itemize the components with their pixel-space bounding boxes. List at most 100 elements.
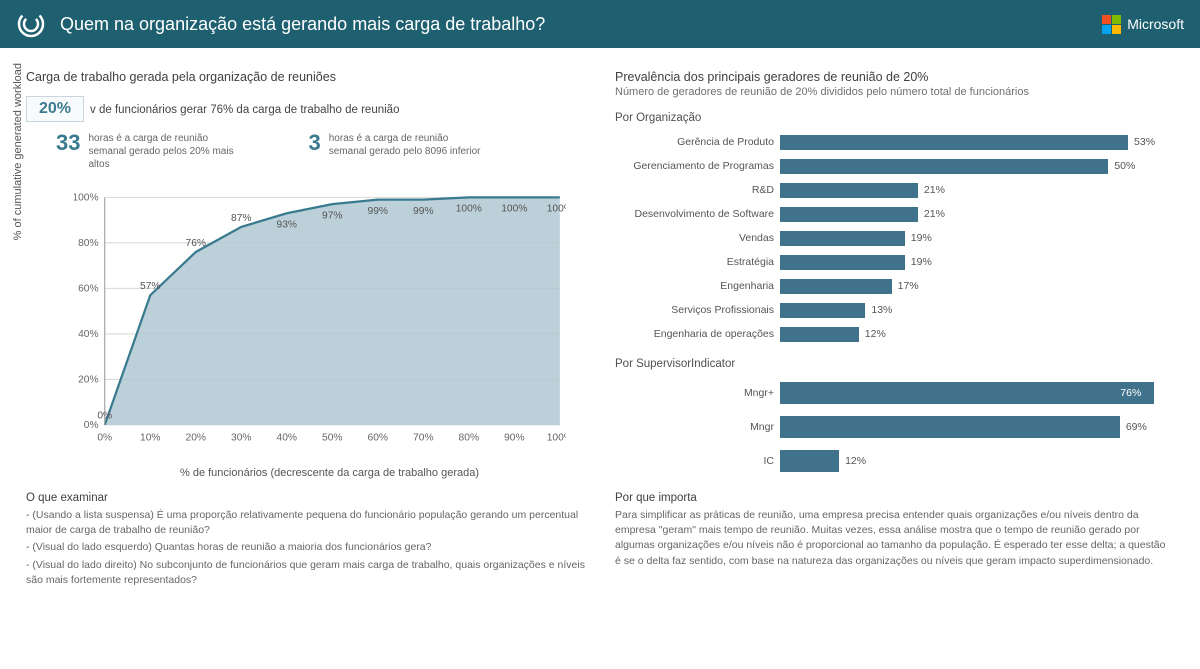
bar-value: 19% [911,255,932,270]
supervisor-chart-title: Por SupervisorIndicator [615,358,1174,370]
svg-text:93%: 93% [277,220,297,231]
bar-label: Serviços Profissionais [615,304,780,316]
bar-label: Mngr [615,421,780,433]
microsoft-logo: Microsoft [1102,15,1184,34]
bar-label: Estratégia [615,256,780,268]
bar-fill [780,231,905,246]
org-bar-chart: Gerência de Produto 53% Gerenciamento de P… [615,132,1174,344]
note-line: - (Visual do lado direito) No subconjunt… [26,558,585,588]
bar-fill [780,159,1108,174]
stat-top20: 33 horas é a carga de reunião semanal ge… [56,132,248,171]
bar-row: R&D21% [615,180,1174,200]
notes-right-title: Por que importa [615,492,1174,504]
bar-fill [780,327,859,342]
bar-value: 12% [845,450,866,472]
svg-text:40%: 40% [277,432,297,443]
bar-label: Gerenciamento de Programas [615,160,780,172]
svg-text:70%: 70% [413,432,433,443]
bar-label: Vendas [615,232,780,244]
left-section-title: Carga de trabalho gerada pela organizaçã… [26,70,585,84]
svg-text:100%: 100% [547,432,566,443]
bar-value: 69% [1126,416,1147,438]
bar-label: Engenharia [615,280,780,292]
bar-row: Mngr+ 76% [615,378,1174,408]
note-line: - (Usando a lista suspensa) É uma propor… [26,508,585,538]
bar-row: Estratégia 19% [615,252,1174,272]
bar-value: 53% [1134,135,1155,150]
bar-value: 50% [1114,159,1135,174]
bar-fill [780,255,905,270]
note-line: - (Visual do lado esquerdo) Quantas hora… [26,540,585,555]
bar-row: Gerenciamento de Programas 50% [615,156,1174,176]
svg-text:20%: 20% [78,374,98,385]
percent-caption: v de funcionários gerar 76% da carga de … [90,104,399,116]
bar-label: Gerência de Produto [615,136,780,148]
stat-bottom-value: 3 [308,132,320,154]
bar-fill [780,416,1120,438]
percent-selector[interactable]: 20% [26,96,84,122]
bar-row: Mngr 69% [615,412,1174,442]
svg-text:97%: 97% [322,211,342,222]
svg-text:100%: 100% [456,204,482,215]
bar-fill [780,279,892,294]
bar-fill [780,450,839,472]
svg-text:0%: 0% [97,432,112,443]
stat-bottom-text: horas é a carga de reunião semanal gerad… [329,132,489,158]
bar-value: 17% [898,279,919,294]
svg-text:40%: 40% [78,329,98,340]
svg-text:100%: 100% [74,192,99,203]
svg-text:20%: 20% [186,432,206,443]
bar-value: 12% [865,327,886,342]
bar-label: Mngr+ [615,387,780,399]
bar-fill [780,303,865,318]
svg-text:60%: 60% [368,432,388,443]
bar-fill [780,382,1154,404]
bar-fill [780,183,918,198]
svg-text:99%: 99% [413,206,433,217]
notes-left-body: - (Usando a lista suspensa) É uma propor… [26,508,585,588]
bar-label: IC [615,455,780,467]
bar-value: 13% [871,303,892,318]
bar-fill [780,207,918,222]
bar-row: Serviços Profissionais 13% [615,300,1174,320]
bar-row: Desenvolvimento de Software21% [615,204,1174,224]
bar-label: Engenharia de operações [615,328,780,340]
svg-text:76%: 76% [186,238,206,249]
right-section-title: Prevalência dos principais geradores de … [615,70,1174,84]
svg-text:57%: 57% [140,281,160,292]
bar-fill [780,135,1128,150]
stat-top20-value: 33 [56,132,80,154]
stat-bottom: 3 horas é a carga de reunião semanal ger… [308,132,488,171]
bar-row: Engenharia de operações 12% [615,324,1174,344]
bar-value: 76% [1120,382,1149,404]
stat-top20-text: horas é a carga de reunião semanal gerad… [88,132,248,171]
bar-row: Vendas 19% [615,228,1174,248]
svg-text:100%: 100% [501,204,527,215]
svg-text:80%: 80% [459,432,479,443]
x-axis-label: % de funcionários (decrescente da carga … [74,467,585,479]
svg-text:100%: 100% [547,204,566,215]
bar-row: IC 12% [615,446,1174,476]
brand-label: Microsoft [1127,16,1184,32]
bar-label: Desenvolvimento de Software [615,208,780,220]
bar-value: 21% [924,183,945,198]
svg-text:90%: 90% [504,432,524,443]
bar-value: 19% [911,231,932,246]
header-bar: Quem na organização está gerando mais ca… [0,0,1200,48]
microsoft-icon [1102,15,1121,34]
svg-text:87%: 87% [231,213,251,224]
svg-text:10%: 10% [140,432,160,443]
notes-left-title: O que examinar [26,492,585,504]
org-chart-title: Por Organização [615,112,1174,124]
notes-right-body: Para simplificar as práticas de reunião,… [615,508,1174,569]
svg-text:99%: 99% [368,206,388,217]
cumulative-area-chart: % of cumulative generated workload 0%20%… [26,183,566,463]
app-logo-icon [16,9,46,39]
supervisor-bar-chart: Mngr+ 76% Mngr 69% IC 12% [615,378,1174,476]
bar-row: Engenharia 17% [615,276,1174,296]
y-axis-label: % of cumulative generated workload [12,63,24,240]
right-section-subtitle: Número de geradores de reunião de 20% di… [615,86,1174,98]
page-title: Quem na organização está gerando mais ca… [60,14,545,35]
bar-row: Gerência de Produto 53% [615,132,1174,152]
svg-text:60%: 60% [78,283,98,294]
